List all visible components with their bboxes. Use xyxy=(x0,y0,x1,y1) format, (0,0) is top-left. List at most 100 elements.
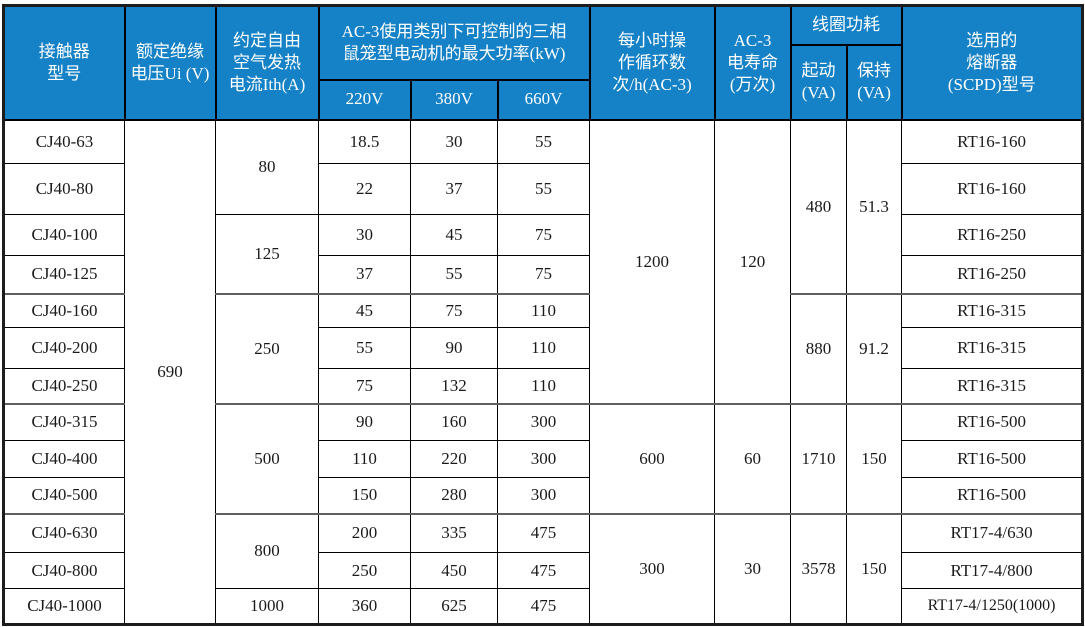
table-row: CJ40-1000 1000 360 625 475 RT17-4/1250(1… xyxy=(3,588,1084,625)
cell-coil-hold: 150 xyxy=(846,512,903,625)
header-cycles: 每小时操 作循环数 次/h(AC-3) xyxy=(588,4,716,121)
cell-power-380: 220 xyxy=(410,440,498,478)
table-row: CJ40-125 37 55 75 RT16-250 xyxy=(3,255,1084,294)
cell-fuse: RT16-315 xyxy=(901,327,1084,369)
header-coil-group: 线圈功耗 xyxy=(789,4,903,46)
cell-power-380: 132 xyxy=(410,368,498,404)
cell-coil-start: 480 xyxy=(790,119,848,294)
cell-model: CJ40-1000 xyxy=(3,588,125,625)
cell-thermal-current: 125 xyxy=(215,214,319,294)
cell-life: 30 xyxy=(714,512,792,625)
header-power-group: AC-3使用类别下可控制的三相 鼠笼型电动机的最大功率(kW) xyxy=(317,4,591,81)
cell-fuse: RT16-500 xyxy=(901,440,1084,478)
cell-power-220: 18.5 xyxy=(318,119,411,164)
contactor-spec-table: 接触器 型号 额定绝缘 电压Ui (V) 约定自由 空气发热 电流Ith(A) … xyxy=(2,4,1085,626)
cell-life: 120 xyxy=(714,119,792,404)
cell-power-380: 37 xyxy=(410,163,498,215)
cell-power-220: 22 xyxy=(318,163,411,215)
cell-power-660: 475 xyxy=(496,552,591,589)
cell-power-380: 90 xyxy=(410,327,498,369)
cell-power-660: 300 xyxy=(496,477,591,514)
cell-fuse: RT16-500 xyxy=(901,402,1084,441)
cell-power-660: 300 xyxy=(496,402,591,441)
cell-power-220: 150 xyxy=(318,477,411,514)
cell-power-220: 75 xyxy=(318,368,411,404)
cell-power-220: 360 xyxy=(318,588,411,625)
cell-power-220: 110 xyxy=(318,440,411,478)
cell-power-380: 625 xyxy=(410,588,498,625)
table-row: CJ40-250 75 132 110 RT16-315 xyxy=(3,368,1084,404)
cell-fuse: RT17-4/630 xyxy=(901,512,1084,553)
cell-model: CJ40-400 xyxy=(3,440,125,478)
cell-coil-hold: 150 xyxy=(846,402,903,514)
cell-fuse: RT16-250 xyxy=(901,255,1084,294)
cell-power-220: 55 xyxy=(318,327,411,369)
header-220v: 220V xyxy=(317,78,412,121)
cell-power-220: 200 xyxy=(318,512,411,553)
cell-power-380: 280 xyxy=(410,477,498,514)
header-life: AC-3 电寿命 (万次) xyxy=(713,4,792,121)
cell-model: CJ40-800 xyxy=(3,552,125,589)
cell-fuse: RT17-4/1250(1000) xyxy=(901,588,1084,625)
cell-power-380: 30 xyxy=(410,119,498,164)
cell-fuse: RT17-4/800 xyxy=(901,552,1084,589)
cell-thermal-current: 500 xyxy=(215,402,319,514)
cell-power-660: 55 xyxy=(496,163,591,215)
cell-power-660: 75 xyxy=(496,255,591,294)
cell-coil-start: 880 xyxy=(790,292,848,404)
cell-power-380: 75 xyxy=(410,292,498,328)
cell-model: CJ40-500 xyxy=(3,477,125,514)
cell-power-380: 45 xyxy=(410,214,498,256)
table-row: CJ40-500 150 280 300 RT16-500 xyxy=(3,477,1084,514)
cell-model: CJ40-630 xyxy=(3,512,125,553)
header-row-2: 起动 (VA) 保持 (VA) xyxy=(4,43,1083,121)
header-rated-voltage: 额定绝缘 电压Ui (V) xyxy=(123,4,217,121)
header-coil-start: 起动 (VA) xyxy=(789,43,848,121)
cell-power-660: 110 xyxy=(496,368,591,404)
cell-model: CJ40-80 xyxy=(3,163,125,215)
cell-coil-start: 1710 xyxy=(790,402,848,514)
cell-power-660: 475 xyxy=(496,588,591,625)
header-660v: 660V xyxy=(496,78,591,121)
header-row-3: 220V 380V 660V xyxy=(4,78,1083,121)
cell-model: CJ40-200 xyxy=(3,327,125,369)
cell-power-220: 90 xyxy=(318,402,411,441)
table-row: CJ40-200 55 90 110 RT16-315 xyxy=(3,327,1084,369)
cell-model: CJ40-250 xyxy=(3,368,125,404)
cell-rated-voltage: 690 xyxy=(124,119,216,625)
cell-fuse: RT16-160 xyxy=(901,119,1084,164)
cell-coil-start: 3578 xyxy=(790,512,848,625)
cell-model: CJ40-63 xyxy=(3,119,125,164)
header-thermal-current: 约定自由 空气发热 电流Ith(A) xyxy=(214,4,320,121)
cell-power-380: 335 xyxy=(410,512,498,553)
cell-cycles: 600 xyxy=(589,402,716,514)
cell-model: CJ40-315 xyxy=(3,402,125,441)
cell-power-220: 37 xyxy=(318,255,411,294)
cell-power-380: 55 xyxy=(410,255,498,294)
table-row: CJ40-63 690 80 18.5 30 55 1200 120 480 5… xyxy=(3,119,1084,625)
table-row: CJ40-80 22 37 55 RT16-160 xyxy=(3,163,1084,215)
header-model: 接触器 型号 xyxy=(2,4,126,121)
cell-coil-hold: 51.3 xyxy=(846,119,903,294)
cell-power-660: 475 xyxy=(496,512,591,553)
header-fuse: 选用的 熔断器 (SCPD)型号 xyxy=(900,4,1084,121)
cell-fuse: RT16-500 xyxy=(901,477,1084,514)
table-row: CJ40-160 250 45 75 110 880 91.2 RT16-315 xyxy=(3,292,1084,404)
cell-power-380: 450 xyxy=(410,552,498,589)
cell-model: CJ40-125 xyxy=(3,255,125,294)
cell-fuse: RT16-315 xyxy=(901,368,1084,404)
cell-cycles: 1200 xyxy=(589,119,716,404)
cell-fuse: RT16-160 xyxy=(901,163,1084,215)
header-coil-hold: 保持 (VA) xyxy=(845,43,903,121)
cell-power-660: 300 xyxy=(496,440,591,478)
cell-model: CJ40-160 xyxy=(3,292,125,328)
cell-thermal-current: 1000 xyxy=(215,588,319,625)
cell-power-220: 30 xyxy=(318,214,411,256)
cell-power-660: 110 xyxy=(496,327,591,369)
cell-power-220: 45 xyxy=(318,292,411,328)
cell-thermal-current: 250 xyxy=(215,292,319,404)
header-380v: 380V xyxy=(409,78,499,121)
cell-power-660: 75 xyxy=(496,214,591,256)
cell-thermal-current: 80 xyxy=(215,119,319,215)
